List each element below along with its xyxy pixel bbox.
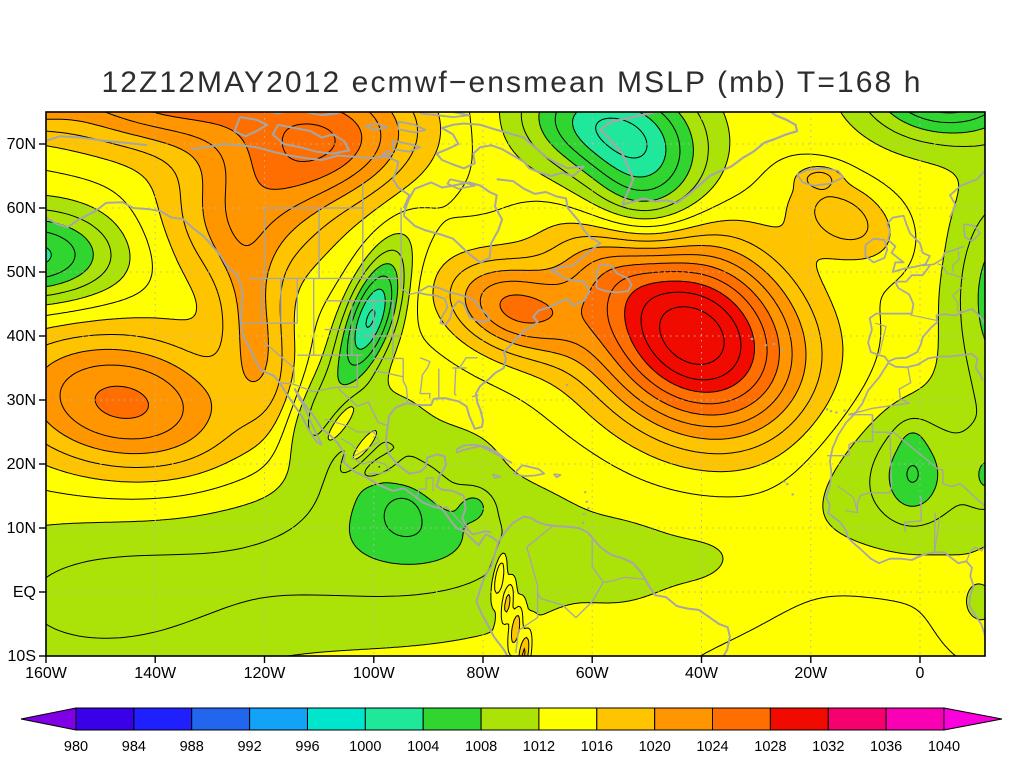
svg-text:70N: 70N bbox=[7, 136, 36, 153]
svg-text:30N: 30N bbox=[7, 392, 36, 409]
svg-text:100W: 100W bbox=[353, 665, 396, 682]
svg-text:80W: 80W bbox=[467, 665, 501, 682]
svg-text:996: 996 bbox=[295, 739, 319, 755]
svg-text:60N: 60N bbox=[7, 200, 36, 217]
svg-text:0: 0 bbox=[916, 665, 925, 682]
svg-text:980: 980 bbox=[64, 739, 88, 755]
svg-text:10S: 10S bbox=[8, 648, 36, 665]
svg-text:1028: 1028 bbox=[754, 739, 786, 755]
svg-text:1008: 1008 bbox=[465, 739, 497, 755]
svg-text:10N: 10N bbox=[7, 520, 36, 537]
svg-text:40N: 40N bbox=[7, 328, 36, 345]
svg-text:1036: 1036 bbox=[870, 739, 902, 755]
svg-text:1024: 1024 bbox=[696, 739, 728, 755]
svg-text:988: 988 bbox=[180, 739, 204, 755]
svg-text:1032: 1032 bbox=[812, 739, 844, 755]
svg-text:160W: 160W bbox=[25, 665, 68, 682]
svg-text:EQ: EQ bbox=[13, 584, 36, 601]
svg-text:1016: 1016 bbox=[581, 739, 613, 755]
svg-text:120W: 120W bbox=[244, 665, 287, 682]
svg-text:992: 992 bbox=[237, 739, 261, 755]
svg-text:1004: 1004 bbox=[407, 739, 439, 755]
svg-text:50N: 50N bbox=[7, 264, 36, 281]
svg-text:60W: 60W bbox=[576, 665, 610, 682]
svg-text:140W: 140W bbox=[134, 665, 177, 682]
svg-text:40W: 40W bbox=[685, 665, 719, 682]
svg-text:984: 984 bbox=[122, 739, 146, 755]
svg-text:20W: 20W bbox=[794, 665, 828, 682]
svg-text:1000: 1000 bbox=[349, 739, 381, 755]
svg-text:1012: 1012 bbox=[523, 739, 555, 755]
svg-text:1020: 1020 bbox=[639, 739, 671, 755]
svg-text:20N: 20N bbox=[7, 456, 36, 473]
svg-text:1040: 1040 bbox=[928, 739, 960, 755]
